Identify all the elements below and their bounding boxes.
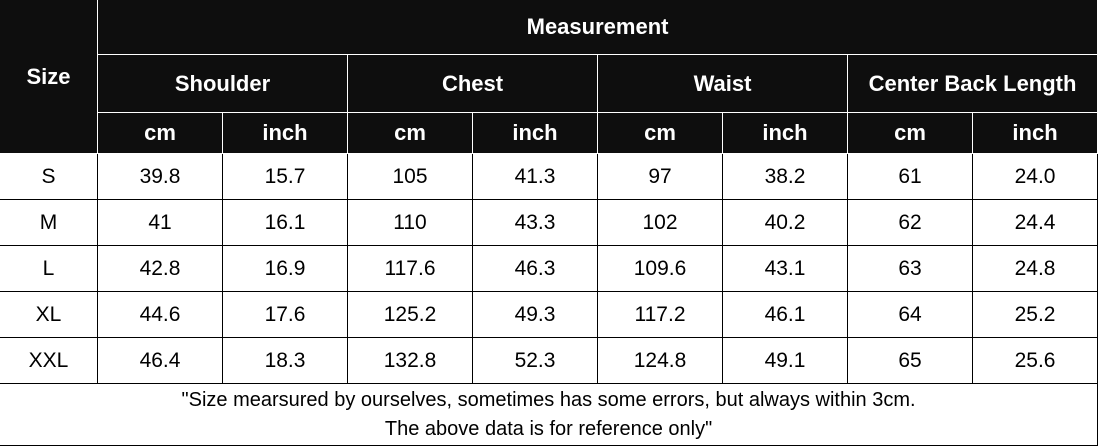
value-cell: 40.2	[722, 199, 848, 246]
value-cell: 46.1	[722, 291, 848, 338]
table-row: L 42.8 16.9 117.6 46.3 109.6 43.1 63 24.8	[0, 245, 1099, 292]
value-cell: 25.6	[971, 337, 1099, 384]
measure-header-center-back-length: Center Back Length	[846, 54, 1099, 113]
value-cell: 43.1	[722, 245, 848, 292]
value-cell: 15.7	[222, 153, 348, 200]
note-cell: "Size mearsured by ourselves, sometimes …	[0, 383, 1099, 446]
unit-header-inch: inch	[222, 112, 348, 154]
unit-header-cm: cm	[97, 112, 223, 154]
unit-header-cm: cm	[597, 112, 723, 154]
value-cell: 42.8	[97, 245, 223, 292]
value-cell: 109.6	[597, 245, 723, 292]
value-cell: 110	[347, 199, 473, 246]
value-cell: 41.3	[472, 153, 598, 200]
measure-header-chest: Chest	[347, 54, 598, 113]
table-row: XL 44.6 17.6 125.2 49.3 117.2 46.1 64 25.2	[0, 291, 1099, 338]
note-row: "Size mearsured by ourselves, sometimes …	[0, 383, 1099, 446]
value-cell: 39.8	[97, 153, 223, 200]
size-cell: XL	[0, 291, 98, 338]
value-cell: 24.4	[971, 199, 1099, 246]
unit-header-inch: inch	[722, 112, 848, 154]
value-cell: 105	[347, 153, 473, 200]
value-cell: 117.2	[597, 291, 723, 338]
table-row: M 41 16.1 110 43.3 102 40.2 62 24.4	[0, 199, 1099, 246]
measurement-header: Measurement	[96, 0, 1099, 55]
value-cell: 61	[847, 153, 973, 200]
value-cell: 52.3	[472, 337, 598, 384]
value-cell: 124.8	[597, 337, 723, 384]
value-cell: 46.3	[472, 245, 598, 292]
value-cell: 16.9	[222, 245, 348, 292]
note-line-2: The above data is for reference only"	[384, 417, 713, 440]
unit-header-inch: inch	[472, 112, 598, 154]
value-cell: 18.3	[222, 337, 348, 384]
value-cell: 97	[597, 153, 723, 200]
size-header: Size	[0, 0, 98, 154]
note-line-1: "Size mearsured by ourselves, sometimes …	[181, 388, 916, 411]
value-cell: 38.2	[722, 153, 848, 200]
unit-header-cm: cm	[847, 112, 973, 154]
size-cell: XXL	[0, 337, 98, 384]
value-cell: 25.2	[971, 291, 1099, 338]
value-cell: 43.3	[472, 199, 598, 246]
value-cell: 24.8	[971, 245, 1099, 292]
value-cell: 49.3	[472, 291, 598, 338]
measure-header-waist: Waist	[597, 54, 848, 113]
size-cell: S	[0, 153, 98, 200]
value-cell: 132.8	[347, 337, 473, 384]
value-cell: 125.2	[347, 291, 473, 338]
measure-header-shoulder: Shoulder	[97, 54, 348, 113]
table-row: XXL 46.4 18.3 132.8 52.3 124.8 49.1 65 25.6	[0, 337, 1099, 384]
value-cell: 24.0	[971, 153, 1099, 200]
value-cell: 102	[597, 199, 723, 246]
value-cell: 44.6	[97, 291, 223, 338]
value-cell: 17.6	[222, 291, 348, 338]
value-cell: 62	[847, 199, 973, 246]
value-cell: 46.4	[97, 337, 223, 384]
value-cell: 117.6	[347, 245, 473, 292]
value-cell: 63	[847, 245, 973, 292]
value-cell: 65	[847, 337, 973, 384]
value-cell: 64	[847, 291, 973, 338]
size-cell: M	[0, 199, 98, 246]
table-row: S 39.8 15.7 105 41.3 97 38.2 61 24.0	[0, 153, 1099, 200]
unit-header-cm: cm	[347, 112, 473, 154]
value-cell: 16.1	[222, 199, 348, 246]
unit-header-inch: inch	[971, 112, 1099, 154]
value-cell: 49.1	[722, 337, 848, 384]
value-cell: 41	[97, 199, 223, 246]
size-cell: L	[0, 245, 98, 292]
